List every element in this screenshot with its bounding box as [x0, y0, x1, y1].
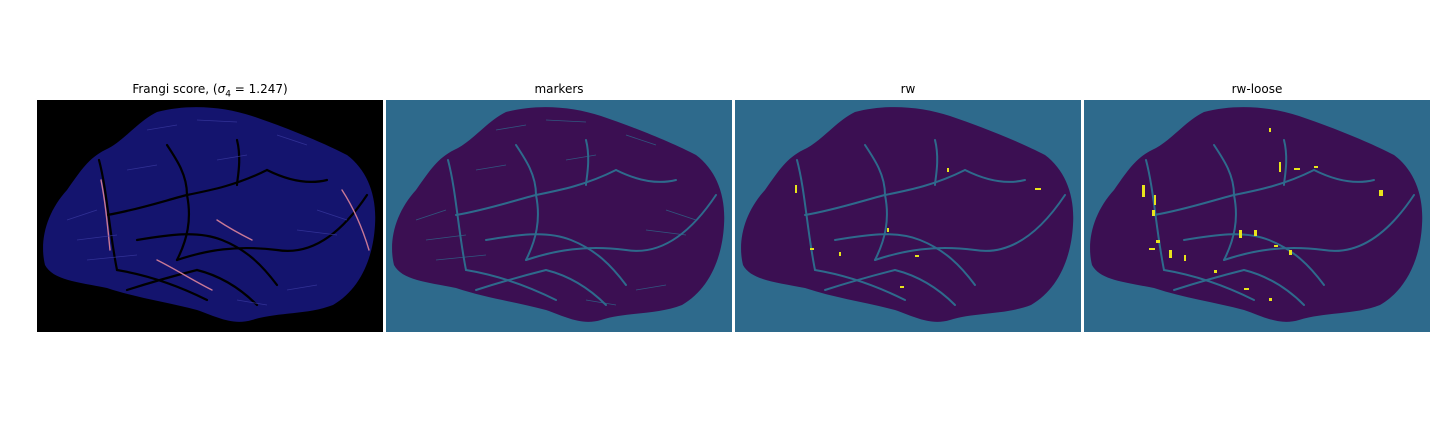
rw-image: [735, 100, 1081, 332]
vessel-network: [796, 139, 1066, 306]
rw-panel-title: rw: [900, 82, 916, 96]
rw-highlights: [795, 168, 1041, 288]
rw-loose-panel: [1084, 100, 1430, 332]
rw-loose-image: [1084, 100, 1430, 332]
rw-loose-panel-title: rw-loose: [1231, 82, 1283, 96]
frangi-panel-title: Frangi score, (σ4 = 1.247): [132, 82, 288, 100]
tissue-region: [1090, 107, 1423, 322]
tissue-region: [741, 107, 1074, 322]
tissue-texture: [415, 119, 697, 306]
vessel-highlights: [100, 179, 370, 291]
markers-image: [386, 100, 732, 332]
vessel-network: [447, 139, 717, 306]
markers-panel: [386, 100, 732, 332]
tissue-region: [392, 107, 725, 322]
rw-loose-highlights: [1142, 128, 1383, 301]
rw-panel: [735, 100, 1081, 332]
markers-panel-title: markers: [534, 82, 584, 96]
tissue-region: [43, 107, 376, 322]
tissue-texture: [66, 119, 348, 306]
frangi-panel: [37, 100, 383, 332]
frangi-image: [37, 100, 383, 332]
